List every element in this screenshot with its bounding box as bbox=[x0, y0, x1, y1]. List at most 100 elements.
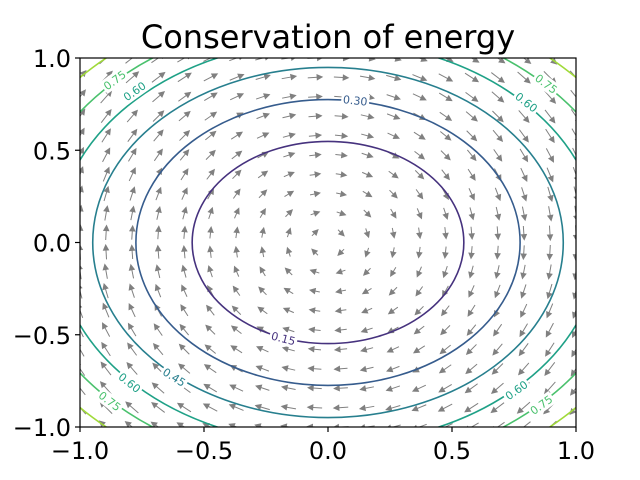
quiver-arrow bbox=[490, 382, 504, 394]
quiver-arrow bbox=[468, 188, 475, 201]
quiver-arrow bbox=[544, 109, 556, 124]
quiver-arrow bbox=[411, 404, 427, 412]
quiver-arrow bbox=[282, 112, 297, 120]
quiver-arrow bbox=[545, 322, 554, 338]
quiver-arrow bbox=[386, 346, 400, 353]
quiver-arrow bbox=[517, 362, 530, 376]
quiver-arrow bbox=[150, 421, 160, 427]
quiver-arrow bbox=[103, 205, 110, 221]
quiver-arrow bbox=[543, 381, 556, 396]
quiver-field bbox=[80, 58, 576, 427]
quiver-arrow bbox=[491, 72, 505, 83]
quiver-arrow bbox=[464, 383, 478, 394]
quiver-arrow bbox=[233, 207, 240, 219]
quiver-arrow bbox=[389, 227, 397, 239]
quiver-arrow bbox=[152, 342, 164, 356]
quiver-arrow bbox=[307, 345, 322, 353]
quiver-arrow bbox=[102, 263, 110, 279]
quiver-arrow bbox=[285, 246, 293, 257]
y-tick-label: 0.0 bbox=[33, 230, 71, 258]
quiver-arrow bbox=[492, 110, 504, 123]
quiver-arrow bbox=[80, 166, 84, 176]
quiver-arrow bbox=[102, 322, 111, 337]
quiver-arrow bbox=[493, 323, 503, 337]
quiver-arrow bbox=[307, 384, 322, 392]
quiver-arrow bbox=[153, 129, 164, 142]
quiver-arrow bbox=[360, 346, 374, 353]
quiver-arrow bbox=[386, 74, 402, 82]
quiver-arrow bbox=[361, 171, 374, 178]
quiver-arrow bbox=[491, 91, 505, 103]
quiver-arrow bbox=[442, 265, 449, 279]
quiver-arrow bbox=[102, 147, 111, 163]
quiver-arrow bbox=[178, 91, 192, 102]
quiver-arrow bbox=[259, 208, 266, 218]
quiver-arrow bbox=[283, 171, 295, 178]
quiver-arrow bbox=[128, 244, 136, 260]
quiver-arrow bbox=[283, 287, 294, 295]
quiver-arrow bbox=[336, 190, 348, 198]
quiver-arrow bbox=[519, 421, 531, 427]
chart-title: Conservation of energy bbox=[141, 18, 515, 56]
quiver-arrow bbox=[438, 73, 454, 82]
quiver-arrow bbox=[308, 132, 323, 139]
quiver-arrow bbox=[491, 363, 504, 375]
x-tick-label: 1.0 bbox=[557, 437, 595, 465]
x-tick-label: 0.5 bbox=[433, 437, 471, 465]
quiver-arrow bbox=[386, 94, 401, 101]
quiver-arrow bbox=[360, 113, 375, 120]
quiver-arrow bbox=[309, 268, 320, 276]
quiver-arrow bbox=[154, 244, 162, 259]
quiver-arrow bbox=[179, 129, 191, 141]
quiver-arrow bbox=[416, 208, 423, 220]
quiver-arrow bbox=[414, 170, 425, 180]
quiver-arrow bbox=[412, 93, 427, 101]
y-tick-label: 1.0 bbox=[33, 45, 71, 73]
quiver-arrow bbox=[203, 73, 219, 82]
quiver-arrow bbox=[334, 132, 349, 140]
quiver-arrow bbox=[546, 225, 554, 242]
quiver-arrow bbox=[360, 326, 373, 334]
quiver-arrow bbox=[362, 190, 373, 198]
quiver-arrow bbox=[281, 73, 298, 81]
quiver-arrow bbox=[283, 151, 296, 159]
quiver-arrow bbox=[362, 267, 371, 276]
quiver-arrow bbox=[439, 344, 451, 355]
quiver-arrow bbox=[285, 209, 294, 218]
quiver-arrow bbox=[180, 168, 189, 181]
quiver-arrow bbox=[521, 187, 528, 202]
quiver-arrow bbox=[546, 206, 554, 222]
quiver-arrow bbox=[571, 348, 576, 358]
quiver-arrow bbox=[181, 206, 188, 220]
quiver-arrow bbox=[180, 304, 189, 317]
quiver-arrow bbox=[151, 71, 166, 83]
quiver-arrow bbox=[152, 91, 166, 103]
quiver-arrow bbox=[546, 283, 553, 300]
quiver-arrow bbox=[153, 148, 163, 162]
quiver-arrow bbox=[494, 284, 501, 299]
quiver-arrow bbox=[257, 170, 269, 179]
quiver-arrow bbox=[80, 383, 86, 396]
quiver-arrow bbox=[205, 130, 217, 141]
quiver-arrow bbox=[178, 363, 191, 374]
quiver-arrow bbox=[545, 128, 555, 144]
quiver-arrow bbox=[358, 404, 375, 412]
quiver-arrow bbox=[417, 58, 428, 62]
quiver-arrow bbox=[128, 167, 136, 182]
quiver-arrow bbox=[518, 110, 530, 123]
axis-ticks: −1.0 −0.5 0.0 0.5 1.0 −1.0 −0.5 0.0 0.5 1.0 bbox=[13, 45, 595, 465]
contour-label: 0.30 bbox=[342, 93, 368, 109]
quiver-arrow bbox=[203, 364, 217, 374]
quiver-arrow bbox=[571, 328, 576, 339]
quiver-arrow bbox=[494, 187, 502, 202]
quiver-arrow bbox=[494, 206, 502, 221]
quiver-arrow bbox=[126, 109, 139, 123]
quiver-arrow bbox=[129, 186, 136, 201]
quiver-arrow bbox=[101, 128, 111, 143]
quiver-arrow bbox=[492, 343, 503, 356]
quiver-arrow bbox=[570, 387, 576, 396]
quiver-arrow bbox=[441, 305, 450, 317]
quiver-arrow bbox=[361, 152, 374, 159]
quiver-arrow bbox=[361, 307, 373, 314]
quiver-arrow bbox=[442, 246, 449, 259]
